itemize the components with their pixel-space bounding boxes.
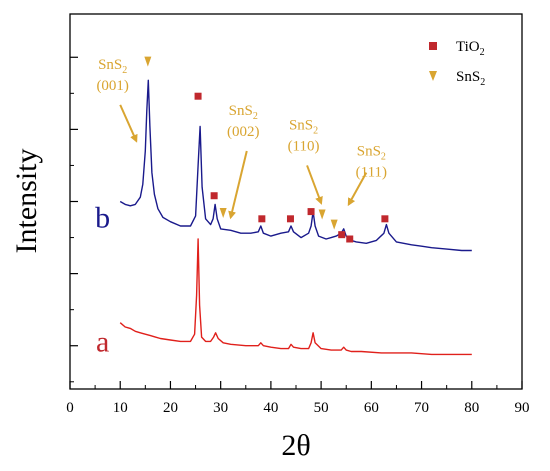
series-line-a [119, 238, 472, 356]
sns2-peak-marker [330, 219, 338, 230]
curve-label-a: a [96, 326, 109, 359]
x-tick-label: 40 [263, 400, 278, 416]
annotation-arrow [306, 165, 323, 205]
annotation-arrow [119, 104, 138, 143]
sns2-peak-marker [219, 208, 227, 219]
annotation-phase-label: SnS2 [98, 57, 127, 76]
legend-sns2-marker [429, 71, 437, 81]
tio2-peak-marker [258, 215, 266, 223]
x-tick-label: 20 [163, 400, 178, 416]
tio2-peak-marker [338, 231, 346, 239]
x-tick-label: 60 [364, 400, 379, 416]
peak-markers [144, 56, 389, 243]
x-tick-label: 10 [113, 400, 128, 416]
curve-labels: ba [95, 201, 110, 358]
x-tick-label: 80 [464, 400, 479, 416]
series-line-b [119, 79, 472, 252]
annotation-phase-label: SnS2 [357, 143, 386, 162]
annotation-hkl-label: (110) [288, 138, 320, 154]
x-axis-ticks: 0 10 20 30 40 50 60 70 80 90 [66, 381, 530, 416]
tio2-peak-marker [210, 192, 218, 200]
annotation-phase-label: SnS2 [289, 117, 318, 136]
annotation-arrow [347, 172, 368, 207]
series-layer [119, 79, 472, 356]
x-tick-label: 50 [314, 400, 329, 416]
tio2-peak-marker [346, 235, 354, 243]
legend: TiO2 SnS2 [429, 39, 485, 88]
y-axis-label: Intensity [10, 149, 43, 254]
annotation-hkl-label: (111) [356, 164, 387, 180]
annotation-hkl-label: (002) [227, 124, 260, 140]
tio2-peak-marker [307, 208, 315, 216]
legend-tio2-label: TiO2 [456, 39, 485, 58]
tio2-peak-marker [194, 92, 202, 100]
sns2-peak-marker [318, 209, 326, 220]
peak-annotations: SnS2 (001) SnS2 (002) SnS2 (110) SnS2 (111) [96, 57, 387, 220]
annotation-phase-label: SnS2 [229, 103, 258, 122]
curve-label-b: b [95, 201, 110, 234]
y-axis-ticks [70, 56, 78, 383]
tio2-peak-marker [381, 215, 389, 223]
annotation-hkl-label: (001) [96, 78, 129, 94]
x-tick-label: 70 [414, 400, 429, 416]
x-axis-label: 2θ [281, 429, 310, 462]
sns2-peak-marker [144, 56, 152, 67]
legend-sns2-label: SnS2 [456, 69, 485, 88]
x-tick-label: 30 [213, 400, 228, 416]
x-tick-label: 90 [515, 400, 530, 416]
tio2-peak-marker [286, 215, 294, 223]
x-tick-label: 0 [66, 400, 74, 416]
annotation-arrow [228, 150, 248, 220]
legend-tio2-marker [429, 42, 437, 50]
